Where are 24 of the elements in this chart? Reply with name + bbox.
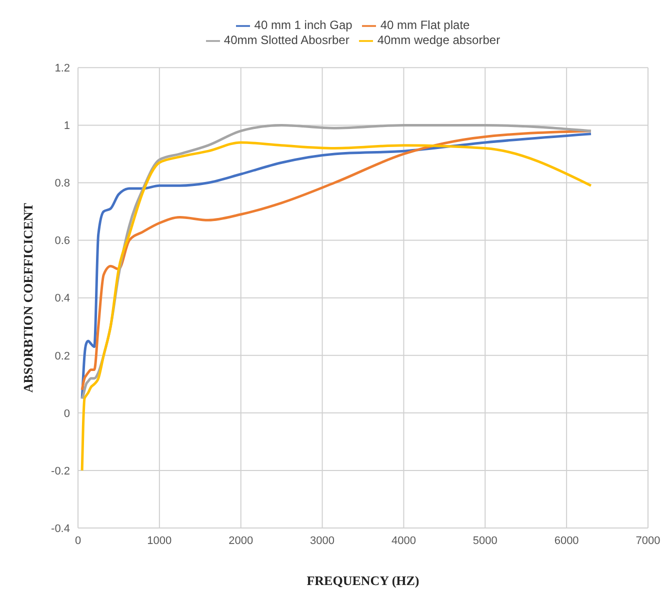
x-axis-title: FREQUENCY (HZ) <box>306 573 420 588</box>
x-tick-label: 0 <box>74 534 82 547</box>
y-tick-label: 0.2 <box>54 350 70 362</box>
line-series <box>80 141 592 472</box>
y-tick-label: 1.2 <box>54 62 70 75</box>
legend-label: 40 mm 1 inch Gap <box>254 18 352 32</box>
y-tick-label: -0.4 <box>51 522 70 535</box>
y-tick-label: 0.8 <box>54 178 70 190</box>
y-axis-title: ABSORBTION COEFFICICENT <box>20 202 36 393</box>
x-tick-label: 3000 <box>310 534 335 547</box>
y-tick-label: 0 <box>64 408 70 420</box>
x-tick-label: 6000 <box>554 534 579 547</box>
legend-label: 40 mm Flat plate <box>380 18 470 32</box>
x-tick-label: 5000 <box>472 534 498 547</box>
y-tick-label: -0.2 <box>51 465 70 478</box>
legend-label: 40mm Slotted Abosrber <box>224 32 350 47</box>
x-tick-label: 4000 <box>391 534 416 547</box>
y-tick-label: 0.6 <box>54 235 70 248</box>
x-tick-label: 7000 <box>636 534 660 547</box>
x-tick-label: 2000 <box>228 534 254 547</box>
legend-label: 40mm wedge absorber <box>377 32 500 47</box>
y-tick-label: 0.4 <box>54 292 70 305</box>
x-tick-label: 1000 <box>147 534 172 547</box>
y-tick-label: 1 <box>64 120 70 132</box>
